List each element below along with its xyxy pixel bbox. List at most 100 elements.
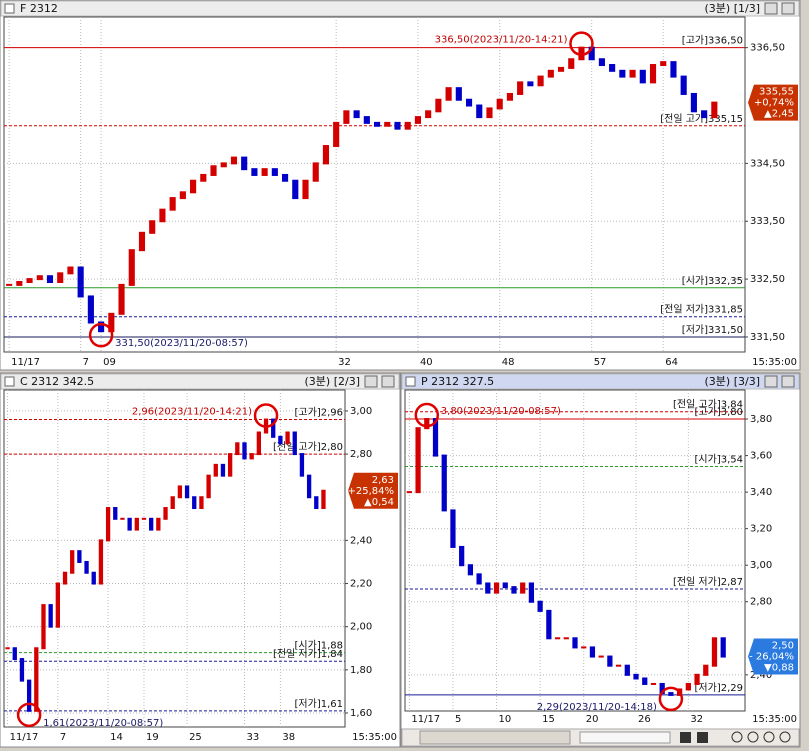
window-index: (3분) [2/3] [305,375,360,388]
candle [465,98,473,107]
price-tag-text: 2,63 [372,475,394,486]
candle [520,582,526,594]
candle [292,179,299,200]
x-tick-label: 48 [502,357,515,368]
candle [159,208,166,223]
candle [77,266,84,298]
annotation: 2,29(2023/11/20-14:18) [537,702,657,713]
candle [285,431,290,445]
close-button[interactable] [381,375,395,388]
candle [615,664,622,667]
candle [70,550,75,574]
price-tag [748,638,798,675]
candle [278,435,283,445]
play-button[interactable] [680,732,691,743]
candle [87,295,94,324]
candle [496,98,503,110]
candle [609,64,616,72]
candle [406,491,412,494]
candle [441,454,447,512]
candle [163,507,168,520]
candle [650,682,657,685]
zoom-out[interactable] [747,731,759,743]
candle [312,162,319,182]
candle [98,539,104,585]
reference-label: [전일 저가]1,84 [273,648,343,660]
candle [554,637,561,640]
annotation: 1,61(2023/11/20-08:57) [43,718,163,729]
checkbox[interactable] [4,3,15,14]
x-tick-label: 32 [338,357,351,368]
candle [48,604,53,628]
reference-label: [시가]332,35 [682,275,743,287]
annotation: 3,80(2023/11/20-08:57) [441,406,561,417]
x-tick-label: 26 [638,714,651,725]
candle [213,463,218,477]
price-tag-text: +0,74% [754,98,794,109]
candle [62,571,68,585]
x-end-label: 15:35:00 [752,714,797,725]
candle [19,658,25,682]
candle [415,427,421,494]
scrollbar[interactable] [401,728,800,747]
y-tick-label: 2,20 [350,579,372,590]
candle [660,61,667,67]
candle [629,69,636,78]
candle [547,69,554,78]
restore-button[interactable] [764,375,778,388]
candle [12,647,17,661]
candle [459,545,465,567]
candle [502,582,508,589]
candle [511,586,517,594]
candle [506,92,513,101]
candle [589,646,596,658]
candle [624,664,630,676]
candle [639,69,646,84]
window-index: (3분) [3/3] [705,375,760,388]
zoom-in[interactable] [731,731,743,743]
candle [546,609,552,640]
candle [694,673,700,685]
candle [34,647,39,712]
reference-label: [전일 고가]3,84 [673,399,743,411]
y-tick-label: 3,60 [750,451,772,462]
candle [141,517,147,520]
candle [619,69,626,78]
zoom-reset[interactable] [763,731,775,743]
candle [108,312,115,333]
stop-button[interactable] [697,732,708,743]
y-tick-label: 3,00 [350,406,372,417]
candle [485,582,491,594]
x-tick-label: 7 [60,732,66,743]
candle [292,431,297,456]
candle [120,517,125,520]
restore-button[interactable] [764,2,778,15]
close-button[interactable] [781,375,795,388]
checkbox[interactable] [405,376,416,387]
candle [537,75,544,87]
y-tick-label: 336,50 [750,43,785,54]
zoom-slider[interactable] [579,731,671,744]
candle [77,550,82,563]
candle [271,418,276,438]
window-title: C 2312 342.5 [20,375,94,388]
scroll-thumb[interactable] [419,730,571,745]
restore-button[interactable] [364,375,378,388]
candle [670,61,677,78]
zoom-fit[interactable] [779,731,791,743]
close-button[interactable] [781,2,795,15]
y-tick-label: 1,80 [350,665,372,676]
x-tick-label: 10 [499,714,512,725]
checkbox[interactable] [4,376,15,387]
candle [633,673,639,680]
x-tick-label: 32 [690,714,703,725]
y-tick-label: 2,80 [750,597,772,608]
candle [353,110,360,119]
candle [711,637,718,667]
x-tick-label: 20 [586,714,599,725]
candle [128,249,135,286]
candle [190,179,197,194]
x-tick-label: 11/17 [411,714,440,725]
candle [528,582,535,603]
